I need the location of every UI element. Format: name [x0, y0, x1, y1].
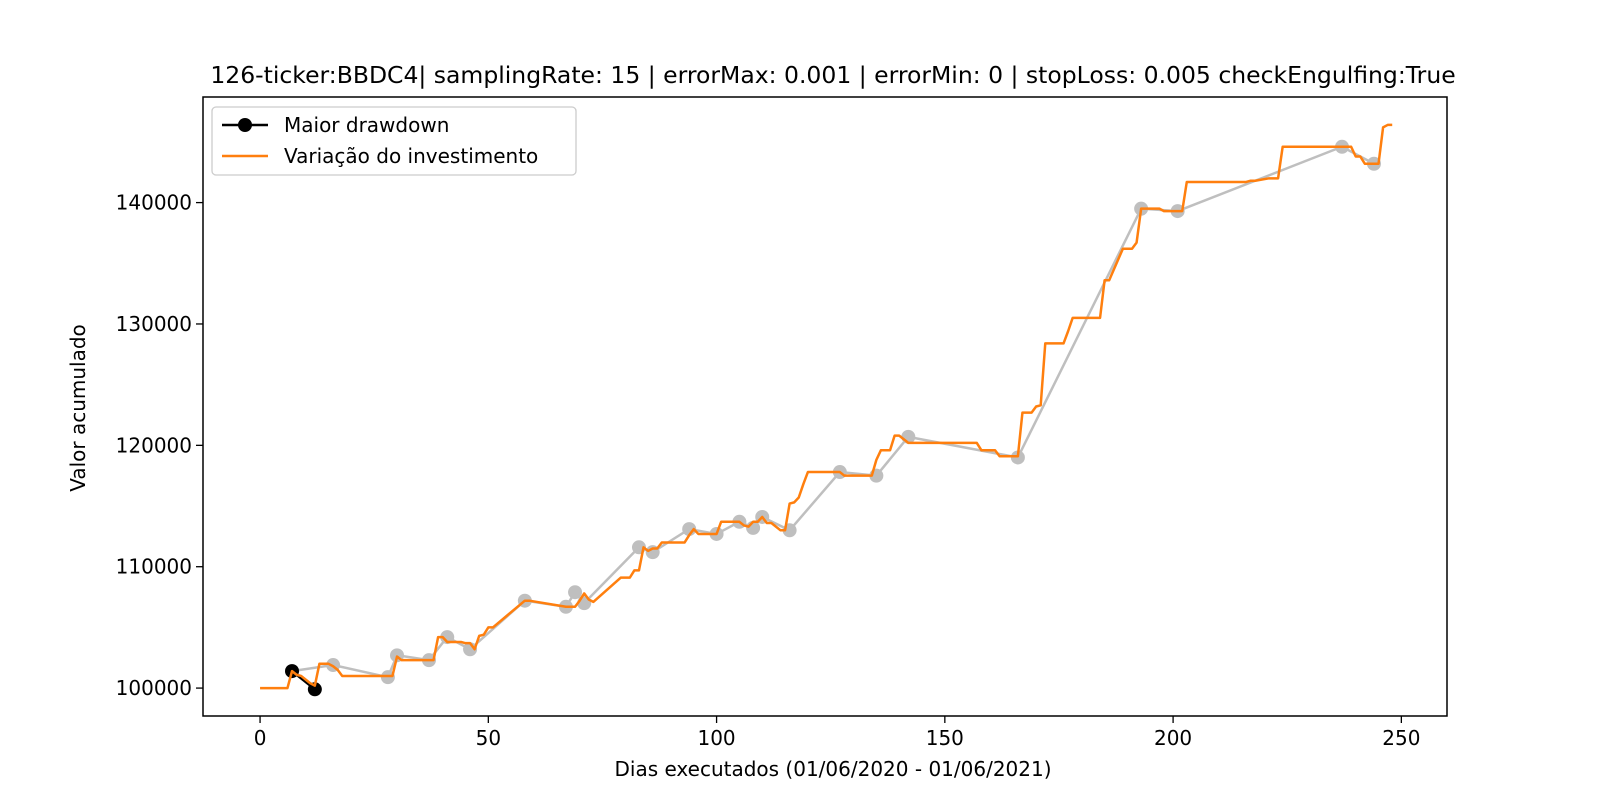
y-tick-label: 130000	[116, 312, 192, 336]
legend-investment-label: Variação do investimento	[284, 144, 538, 168]
legend-drawdown-marker	[238, 118, 252, 132]
legend: Maior drawdown Variação do investimento	[211, 106, 577, 176]
plot-frame	[202, 96, 1448, 717]
pivot-point	[440, 630, 455, 645]
x-tick-label: 50	[476, 726, 501, 750]
y-tick-label: 110000	[116, 555, 192, 579]
legend-drawdown-label: Maior drawdown	[284, 113, 449, 137]
pivot-point	[463, 642, 478, 657]
drawdown-point	[307, 682, 322, 697]
pivot-point	[682, 522, 697, 537]
x-axis-label: Dias executados (01/06/2020 - 01/06/2021…	[614, 757, 1051, 781]
investment-line	[260, 123, 1393, 690]
x-tick-label: 150	[926, 726, 964, 750]
legend-box	[211, 106, 577, 176]
x-tick-label: 200	[1154, 726, 1192, 750]
pivot-point	[568, 585, 583, 600]
series-layer	[260, 123, 1393, 697]
x-tick-label: 0	[254, 726, 267, 750]
y-tick-label: 100000	[116, 676, 192, 700]
chart-title: 126-ticker:BBDC4| samplingRate: 15 | err…	[210, 61, 1455, 89]
plot-area	[203, 97, 1447, 716]
x-tick-label: 250	[1382, 726, 1420, 750]
x-tick-label: 100	[697, 726, 735, 750]
x-axis: 0 50 100 150 200 250	[254, 716, 1420, 750]
y-axis-label: Valor acumulado	[66, 324, 90, 492]
y-tick-label: 140000	[116, 191, 192, 215]
y-tick-label: 120000	[116, 433, 192, 457]
y-axis: 100000 110000 120000 130000 140000	[116, 191, 203, 700]
